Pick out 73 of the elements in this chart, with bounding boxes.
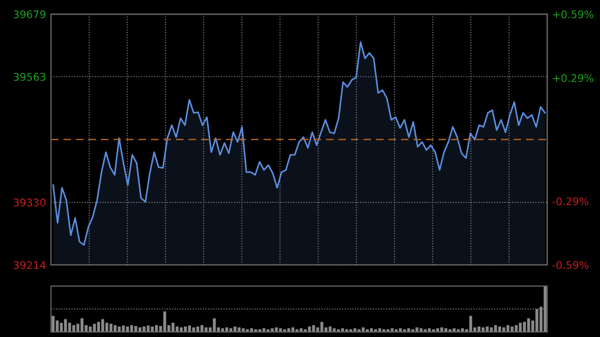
bar: [403, 329, 406, 332]
bar: [246, 329, 249, 332]
y-tick-label: 39563: [14, 72, 46, 81]
bar: [328, 326, 332, 332]
bar: [482, 327, 485, 332]
bar: [291, 327, 294, 332]
bar: [490, 327, 493, 332]
bar: [52, 316, 55, 332]
bar: [296, 329, 298, 332]
y2-tick-label: +0.29%: [553, 74, 594, 82]
bar: [114, 325, 117, 332]
bar: [518, 322, 522, 332]
bar: [498, 326, 502, 332]
bar: [122, 326, 125, 332]
bar: [176, 326, 179, 332]
bar: [110, 324, 112, 332]
bar: [146, 326, 150, 332]
bar: [60, 322, 63, 332]
bar: [68, 322, 72, 332]
bar: [172, 322, 174, 332]
bar: [416, 327, 418, 332]
bar: [366, 329, 369, 332]
bar: [523, 322, 526, 332]
bar: [382, 329, 386, 332]
bar: [150, 326, 154, 332]
y-tick-label: 39679: [14, 10, 46, 18]
bar: [238, 327, 241, 332]
bar: [510, 326, 514, 332]
bar: [154, 325, 158, 332]
bar: [92, 324, 96, 332]
bar: [320, 322, 324, 332]
y2-tick-label: +0.59%: [553, 10, 594, 18]
bar: [506, 325, 510, 332]
bar: [336, 329, 340, 332]
bar: [234, 326, 236, 332]
y2-tick-label: -0.59%: [552, 261, 588, 269]
bar: [204, 327, 208, 332]
y2-tick-label: -0.29%: [552, 197, 588, 206]
bar: [266, 329, 270, 332]
bar: [142, 326, 146, 332]
bar: [101, 319, 104, 332]
bar: [514, 325, 518, 332]
bar: [478, 326, 480, 332]
bar: [188, 326, 191, 332]
bar: [274, 327, 278, 332]
y-tick-label: 39330: [14, 198, 46, 206]
bar: [138, 327, 142, 332]
bar: [308, 326, 311, 332]
bar: [494, 325, 497, 332]
bar: [130, 325, 134, 332]
y-tick-label: 39214: [14, 261, 46, 269]
bar: [192, 327, 196, 332]
bar: [432, 329, 435, 332]
bar: [200, 325, 204, 332]
bar: [345, 329, 348, 332]
bar: [64, 319, 67, 332]
bar: [386, 329, 390, 332]
bar: [374, 329, 378, 332]
bar: [97, 322, 100, 332]
bar: [254, 329, 258, 332]
bar: [258, 329, 262, 332]
bar: [411, 329, 414, 332]
bar: [312, 325, 316, 332]
bar: [80, 318, 84, 332]
bar: [358, 329, 361, 332]
bar: [126, 326, 129, 332]
bar: [283, 329, 286, 332]
bar: [362, 327, 365, 332]
bar: [448, 329, 452, 332]
bar: [212, 318, 216, 332]
bar: [105, 322, 108, 332]
bar: [527, 318, 530, 332]
bar: [184, 326, 187, 332]
